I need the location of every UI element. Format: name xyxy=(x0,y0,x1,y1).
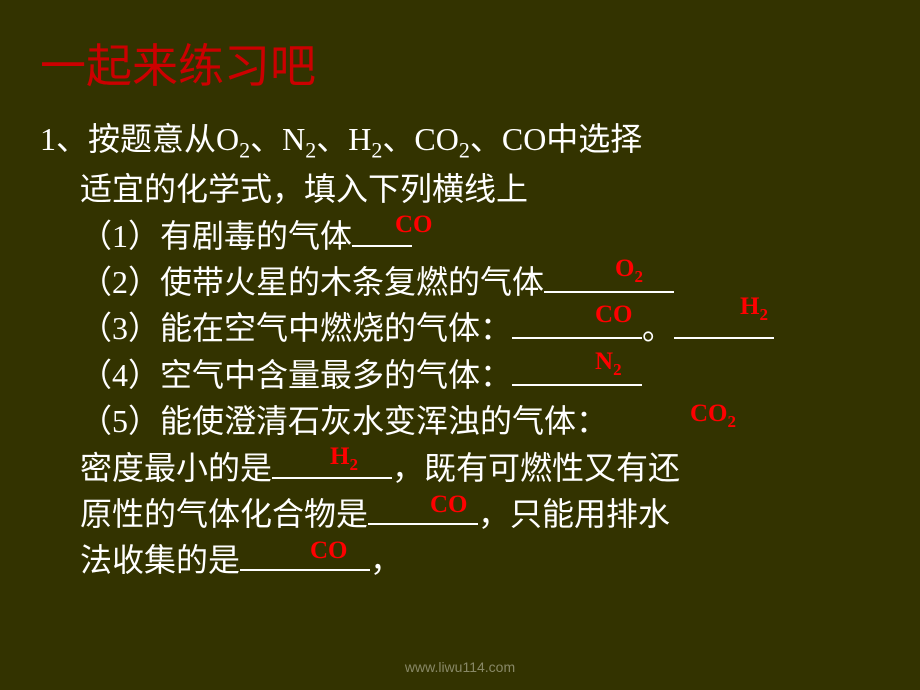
q2-text: （2）使带火星的木条复燃的气体 xyxy=(80,264,544,300)
stem-text-2: 、N xyxy=(250,121,305,157)
q7-line: 原性的气体化合物是，只能用排水 CO xyxy=(40,491,900,537)
q2-line: （2）使带火星的木条复燃的气体 O2 xyxy=(40,259,900,305)
answer-h2-h: H xyxy=(330,443,349,470)
slide-content: 1、按题意从O2、N2、H2、CO2、CO中选择 适宜的化学式，填入下列横线上 … xyxy=(0,116,920,584)
q3-text: （3）能在空气中燃烧的气体： xyxy=(80,310,512,346)
answer-n2-n: N xyxy=(595,348,613,375)
blank xyxy=(240,541,370,571)
slide-title: 一起来练习吧 xyxy=(0,0,920,116)
q1-text: （1）有剧毒的气体 xyxy=(80,218,352,254)
q6-line: 密度最小的是 ，既有可燃性又有还 H2 xyxy=(40,445,900,491)
q3-end: 。 xyxy=(642,310,674,346)
blank xyxy=(544,263,674,293)
q7a-text: 原性的气体化合物是 xyxy=(80,496,368,532)
answer-h2: H2 xyxy=(740,289,768,328)
q6a-text: 密度最小的是 xyxy=(80,450,272,486)
blank xyxy=(512,356,642,386)
q8-line: 法收集的是， CO xyxy=(40,537,900,583)
answer-co2-co: CO xyxy=(690,400,728,427)
question-stem-2: 适宜的化学式，填入下列横线上 xyxy=(40,166,900,212)
q5-line: （5）能使澄清石灰水变浑浊的气体： CO2 xyxy=(40,398,900,444)
stem-text-4: 、CO xyxy=(382,121,458,157)
answer-o2: O2 xyxy=(615,251,643,290)
answer-n2: N2 xyxy=(595,344,622,383)
q4-text: （4）空气中含量最多的气体： xyxy=(80,357,512,393)
q7b-text: ，只能用排水 xyxy=(478,496,670,532)
sub-2: 2 xyxy=(459,137,470,162)
q8b-text: ， xyxy=(370,542,402,578)
answer-h2-2: 2 xyxy=(349,455,358,474)
stem-text-3: 、H xyxy=(316,121,371,157)
answer-co2: CO2 xyxy=(690,396,736,435)
answer-h2-2: 2 xyxy=(759,305,768,324)
sub-2: 2 xyxy=(305,137,316,162)
q1-line: （1）有剧毒的气体 CO xyxy=(40,213,900,259)
answer-co-3: CO xyxy=(430,487,468,523)
q3-line: （3）能在空气中燃烧的气体：。 CO H2 xyxy=(40,305,900,351)
question-stem-1: 1、按题意从O2、N2、H2、CO2、CO中选择 xyxy=(40,116,900,166)
footer-url: www.liwu114.com xyxy=(405,659,515,675)
stem-text-1: 1、按题意从O xyxy=(40,121,239,157)
answer-o2-o: O xyxy=(615,255,634,282)
answer-h2-h: H xyxy=(740,293,759,320)
answer-co-2: CO xyxy=(595,297,633,333)
answer-co-4: CO xyxy=(310,533,348,569)
answer-co2-2: 2 xyxy=(728,412,737,431)
q6b-text: ，既有可燃性又有还 xyxy=(392,450,680,486)
answer-n2-2: 2 xyxy=(613,360,622,379)
q5-text: （5）能使澄清石灰水变浑浊的气体： xyxy=(80,403,608,439)
stem-text-5: 、CO中选择 xyxy=(470,121,642,157)
q8a-text: 法收集的是 xyxy=(80,542,240,578)
answer-o2-2: 2 xyxy=(634,267,643,286)
sub-2: 2 xyxy=(371,137,382,162)
answer-h2-2nd: H2 xyxy=(330,439,358,478)
q4-line: （4）空气中含量最多的气体： N2 xyxy=(40,352,900,398)
sub-2: 2 xyxy=(239,137,250,162)
answer-co: CO xyxy=(395,207,433,243)
